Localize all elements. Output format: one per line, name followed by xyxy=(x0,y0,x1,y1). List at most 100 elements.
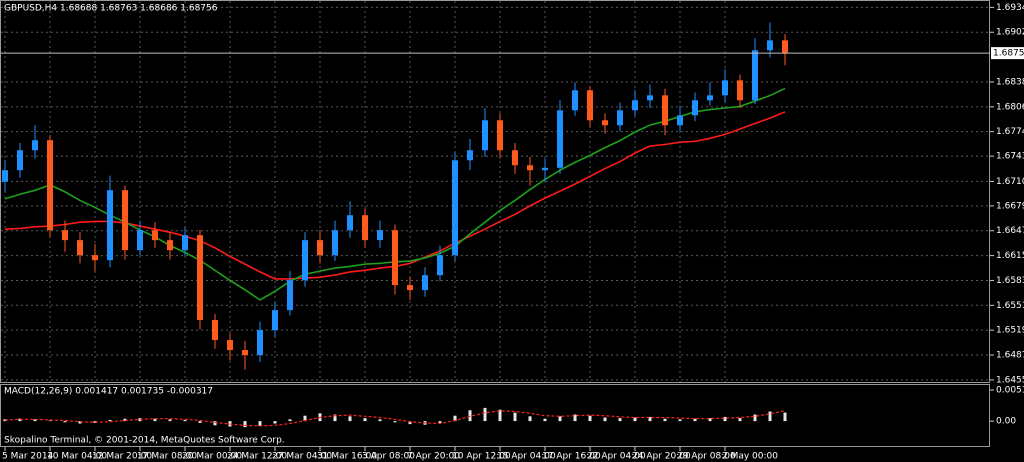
histogram-bar xyxy=(768,411,772,422)
candle-body xyxy=(512,150,518,166)
candle-body xyxy=(122,190,128,251)
candle-body xyxy=(332,230,338,256)
histogram-bar xyxy=(498,409,502,422)
candle-body xyxy=(167,240,173,251)
x-tick-label: 7 Apr 20:00 xyxy=(407,452,460,462)
histogram-bar xyxy=(108,419,112,422)
x-tick-label: 24 Apr 20:00 xyxy=(632,452,691,462)
histogram-bar xyxy=(363,418,367,422)
histogram-bar xyxy=(528,416,532,422)
histogram-bar xyxy=(303,415,307,422)
y-tick-label: 1.68385 xyxy=(996,77,1024,87)
candle-body xyxy=(467,150,473,161)
histogram-bar xyxy=(738,418,742,422)
candle-body xyxy=(47,140,53,231)
histogram-bar xyxy=(543,418,547,422)
x-tick-label: 15 Apr 04:00 xyxy=(497,452,556,462)
candle-body xyxy=(287,280,293,311)
candle-body xyxy=(572,90,578,111)
candle-body xyxy=(347,215,353,231)
candle-body xyxy=(737,80,743,101)
histogram-bar xyxy=(273,421,277,424)
x-tick-label: 17 Apr 16:00 xyxy=(542,452,601,462)
histogram-bar xyxy=(453,415,457,422)
histogram-bar xyxy=(618,418,622,422)
candle-body xyxy=(2,170,8,182)
y-tick-label: 1.69025 xyxy=(996,28,1024,38)
candle-body xyxy=(422,275,428,291)
candle-body xyxy=(302,240,308,281)
histogram-bar xyxy=(663,418,667,422)
symbol-title: GBPUSD,H4 1.68688 1.68763 1.68686 1.6875… xyxy=(4,4,218,14)
histogram-bar xyxy=(558,416,562,422)
x-tick-label: 24 Mar 12:00 xyxy=(227,452,287,462)
candle-body xyxy=(767,40,773,51)
histogram-bar xyxy=(723,416,727,422)
histogram-bar xyxy=(393,421,397,423)
histogram-bar xyxy=(63,421,67,423)
histogram-bar xyxy=(78,421,82,424)
candle-body xyxy=(242,350,248,356)
candle-body xyxy=(437,255,443,276)
candle-body xyxy=(752,50,758,101)
histogram-bar xyxy=(588,415,592,422)
histogram-bar xyxy=(348,416,352,422)
histogram-bar xyxy=(438,421,442,423)
histogram-bar xyxy=(783,412,787,422)
histogram-bar xyxy=(198,421,202,423)
current-price-label: 1.68756 xyxy=(993,49,1024,59)
y-tick-label: 1.66150 xyxy=(996,251,1024,261)
candle-body xyxy=(227,340,233,351)
histogram-bar xyxy=(3,419,7,422)
x-tick-label: 12 Mar 20:00 xyxy=(92,452,152,462)
candle-body xyxy=(197,235,203,321)
y-tick-label: 1.65190 xyxy=(996,326,1024,336)
candle-body xyxy=(617,110,623,126)
histogram-bar xyxy=(288,419,292,422)
histogram-bar xyxy=(168,419,172,422)
candle-body xyxy=(152,230,158,241)
candle-body xyxy=(362,215,368,241)
y-tick-label: 0.00517 xyxy=(996,385,1024,395)
histogram-bar xyxy=(648,416,652,422)
candle-body xyxy=(257,330,263,356)
histogram-bar xyxy=(513,412,517,422)
candle-body xyxy=(632,100,638,111)
candle-body xyxy=(647,95,653,101)
candle-body xyxy=(137,230,143,251)
histogram-bar xyxy=(378,419,382,422)
x-tick-label: 10 Apr 12:00 xyxy=(452,452,511,462)
histogram-bar xyxy=(603,417,607,422)
candle-body xyxy=(17,150,23,171)
histogram-bar xyxy=(18,418,22,422)
x-tick-label: 17 Mar 08:00 xyxy=(137,452,197,462)
histogram-bar xyxy=(408,421,412,425)
y-tick-label: 1.67745 xyxy=(996,127,1024,137)
candle-body xyxy=(452,160,458,256)
candle-body xyxy=(707,95,713,101)
candle-body xyxy=(527,165,533,171)
histogram-bar xyxy=(633,417,637,422)
candle-body xyxy=(62,230,68,241)
histogram-bar xyxy=(243,421,247,428)
x-tick-label: 29 Apr 08:00 xyxy=(677,452,736,462)
candle-body xyxy=(482,120,488,151)
candle-body xyxy=(602,120,608,126)
x-tick-label: 3 Apr 08:00 xyxy=(362,452,415,462)
current-price-box xyxy=(991,47,1024,60)
histogram-bar xyxy=(153,418,157,422)
signal-line xyxy=(4,410,786,427)
histogram-bar xyxy=(183,419,187,422)
candle-body xyxy=(692,100,698,116)
y-tick-label: 1.69345 xyxy=(996,3,1024,13)
histogram-bar xyxy=(693,418,697,422)
macd-panel-frame xyxy=(0,384,990,447)
histogram-bar xyxy=(213,421,217,426)
y-tick-label: 1.67430 xyxy=(996,152,1024,162)
histogram-bar xyxy=(48,420,52,422)
candle-body xyxy=(497,120,503,151)
candle-body xyxy=(272,310,278,331)
candle-body xyxy=(587,90,593,121)
